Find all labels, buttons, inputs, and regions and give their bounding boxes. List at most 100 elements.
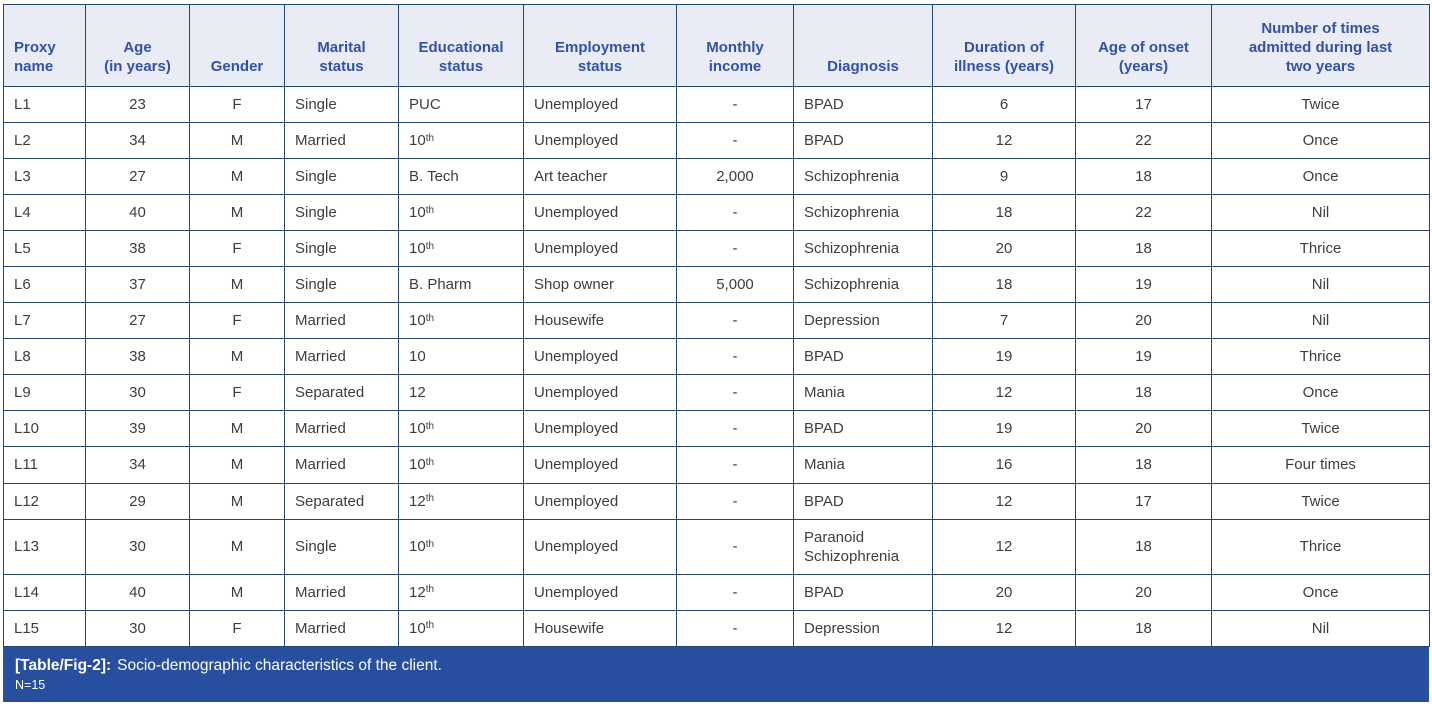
table-cell: 19 bbox=[932, 338, 1076, 376]
table-cell: M bbox=[189, 158, 285, 196]
column-header-0: Proxy name bbox=[3, 4, 86, 87]
table-cell: L14 bbox=[3, 573, 86, 611]
sample-size-note: N=15 bbox=[15, 678, 46, 693]
table-cell: 18 bbox=[1075, 158, 1212, 196]
table-body: L1 23 F Single PUC Unemployed - BPAD 6 17 Twice L2 3… bbox=[3, 85, 1430, 647]
table-cell: L11 bbox=[3, 446, 86, 484]
table-cell: L12 bbox=[3, 482, 86, 520]
table-cell: F bbox=[189, 85, 285, 124]
table-cell: Depression bbox=[793, 609, 933, 647]
column-header-8: Duration of illness (years) bbox=[932, 4, 1076, 87]
table-cell: - bbox=[676, 410, 794, 448]
caption-tag: [Table/Fig-2]: bbox=[15, 656, 112, 674]
table-cell: Unemployed bbox=[523, 194, 677, 232]
table-cell: Nil bbox=[1211, 194, 1430, 232]
table-row: L10 39 M Married 10th Unemployed - BPAD 19 20 Twic… bbox=[3, 410, 1430, 448]
table-cell: Married bbox=[284, 338, 399, 376]
table-cell: Separated bbox=[284, 482, 399, 520]
table-cell: Once bbox=[1211, 374, 1430, 412]
table-cell: 39 bbox=[85, 410, 190, 448]
table-cell: 20 bbox=[932, 573, 1076, 611]
table-cell: L10 bbox=[3, 410, 86, 448]
table-cell: Unemployed bbox=[523, 374, 677, 412]
table-cell: Schizophrenia bbox=[793, 266, 933, 304]
table-cell: 10th bbox=[398, 609, 524, 647]
column-header-10: Number of times admitted during last two… bbox=[1211, 4, 1430, 87]
table-row: L15 30 F Married 10th Housewife - Depression 12 1… bbox=[3, 609, 1430, 647]
table-cell: BPAD bbox=[793, 85, 933, 124]
column-header-7: Diagnosis bbox=[793, 4, 933, 87]
table-cell: 18 bbox=[1075, 230, 1212, 268]
table-cell: M bbox=[189, 410, 285, 448]
table-row: L12 29 M Separated 12th Unemployed - BPAD 12 17 Tw… bbox=[3, 482, 1430, 520]
table-cell: 5,000 bbox=[676, 266, 794, 304]
table-cell: Shop owner bbox=[523, 266, 677, 304]
table-cell: L1 bbox=[3, 85, 86, 124]
table-cell: M bbox=[189, 266, 285, 304]
table-cell: 10th bbox=[398, 194, 524, 232]
table-cell: Unemployed bbox=[523, 518, 677, 575]
table-cell: 27 bbox=[85, 158, 190, 196]
table-cell: 40 bbox=[85, 573, 190, 611]
table-cell: - bbox=[676, 302, 794, 340]
table-cell: Twice bbox=[1211, 85, 1430, 124]
table-cell: 18 bbox=[932, 266, 1076, 304]
table-cell: Unemployed bbox=[523, 446, 677, 484]
table-row: L1 23 F Single PUC Unemployed - BPAD 6 17 Twice bbox=[3, 85, 1430, 124]
table-cell: 18 bbox=[1075, 609, 1212, 647]
table-cell: Mania bbox=[793, 374, 933, 412]
table-row: L14 40 M Married 12th Unemployed - BPAD 20 20 Once bbox=[3, 573, 1430, 611]
table-cell: 10th bbox=[398, 122, 524, 160]
table-cell: - bbox=[676, 338, 794, 376]
table-cell: Schizophrenia bbox=[793, 194, 933, 232]
table-cell: 27 bbox=[85, 302, 190, 340]
table-cell: Paranoid Schizophrenia bbox=[793, 518, 933, 575]
table-cell: Nil bbox=[1211, 302, 1430, 340]
table-cell: 37 bbox=[85, 266, 190, 304]
table-cell: 20 bbox=[1075, 573, 1212, 611]
table-cell: Once bbox=[1211, 573, 1430, 611]
table-cell: 10th bbox=[398, 518, 524, 575]
table-cell: M bbox=[189, 518, 285, 575]
table-cell: Thrice bbox=[1211, 338, 1430, 376]
table-cell: 18 bbox=[1075, 374, 1212, 412]
table-cell: Single bbox=[284, 266, 399, 304]
table-cell: - bbox=[676, 573, 794, 611]
table-cell: 19 bbox=[932, 410, 1076, 448]
table-cell: Married bbox=[284, 573, 399, 611]
table-cell: L8 bbox=[3, 338, 86, 376]
table-cell: 18 bbox=[1075, 518, 1212, 575]
table-cell: Single bbox=[284, 518, 399, 575]
table-cell: Single bbox=[284, 85, 399, 124]
table-cell: Art teacher bbox=[523, 158, 677, 196]
table-cell: Twice bbox=[1211, 410, 1430, 448]
table-row: L13 30 M Single 10th Unemployed - Paranoid Schi… bbox=[3, 518, 1430, 575]
table-cell: Single bbox=[284, 158, 399, 196]
table-cell: 18 bbox=[1075, 446, 1212, 484]
table-cell: 19 bbox=[1075, 266, 1212, 304]
table-cell: Housewife bbox=[523, 609, 677, 647]
table-cell: 10th bbox=[398, 230, 524, 268]
table-cell: Married bbox=[284, 302, 399, 340]
table-cell: Married bbox=[284, 410, 399, 448]
table-cell: 20 bbox=[932, 230, 1076, 268]
table-cell: 19 bbox=[1075, 338, 1212, 376]
table-cell: 30 bbox=[85, 374, 190, 412]
table-cell: 23 bbox=[85, 85, 190, 124]
table-cell: B. Pharm bbox=[398, 266, 524, 304]
table-cell: Thrice bbox=[1211, 230, 1430, 268]
table-cell: - bbox=[676, 230, 794, 268]
table-cell: M bbox=[189, 446, 285, 484]
column-header-4: Educational status bbox=[398, 4, 524, 87]
table-cell: 12 bbox=[932, 374, 1076, 412]
table-caption-bar: [Table/Fig-2]: Socio-demographic characte… bbox=[3, 646, 1429, 702]
table-cell: Mania bbox=[793, 446, 933, 484]
table-cell: 20 bbox=[1075, 410, 1212, 448]
table-cell: Housewife bbox=[523, 302, 677, 340]
table-row: L6 37 M Single B. Pharm Shop owner 5,000 Schizo… bbox=[3, 266, 1430, 304]
table-cell: Unemployed bbox=[523, 573, 677, 611]
table-cell: Unemployed bbox=[523, 482, 677, 520]
column-header-3: Marital status bbox=[284, 4, 399, 87]
table-cell: Twice bbox=[1211, 482, 1430, 520]
table-cell: F bbox=[189, 302, 285, 340]
